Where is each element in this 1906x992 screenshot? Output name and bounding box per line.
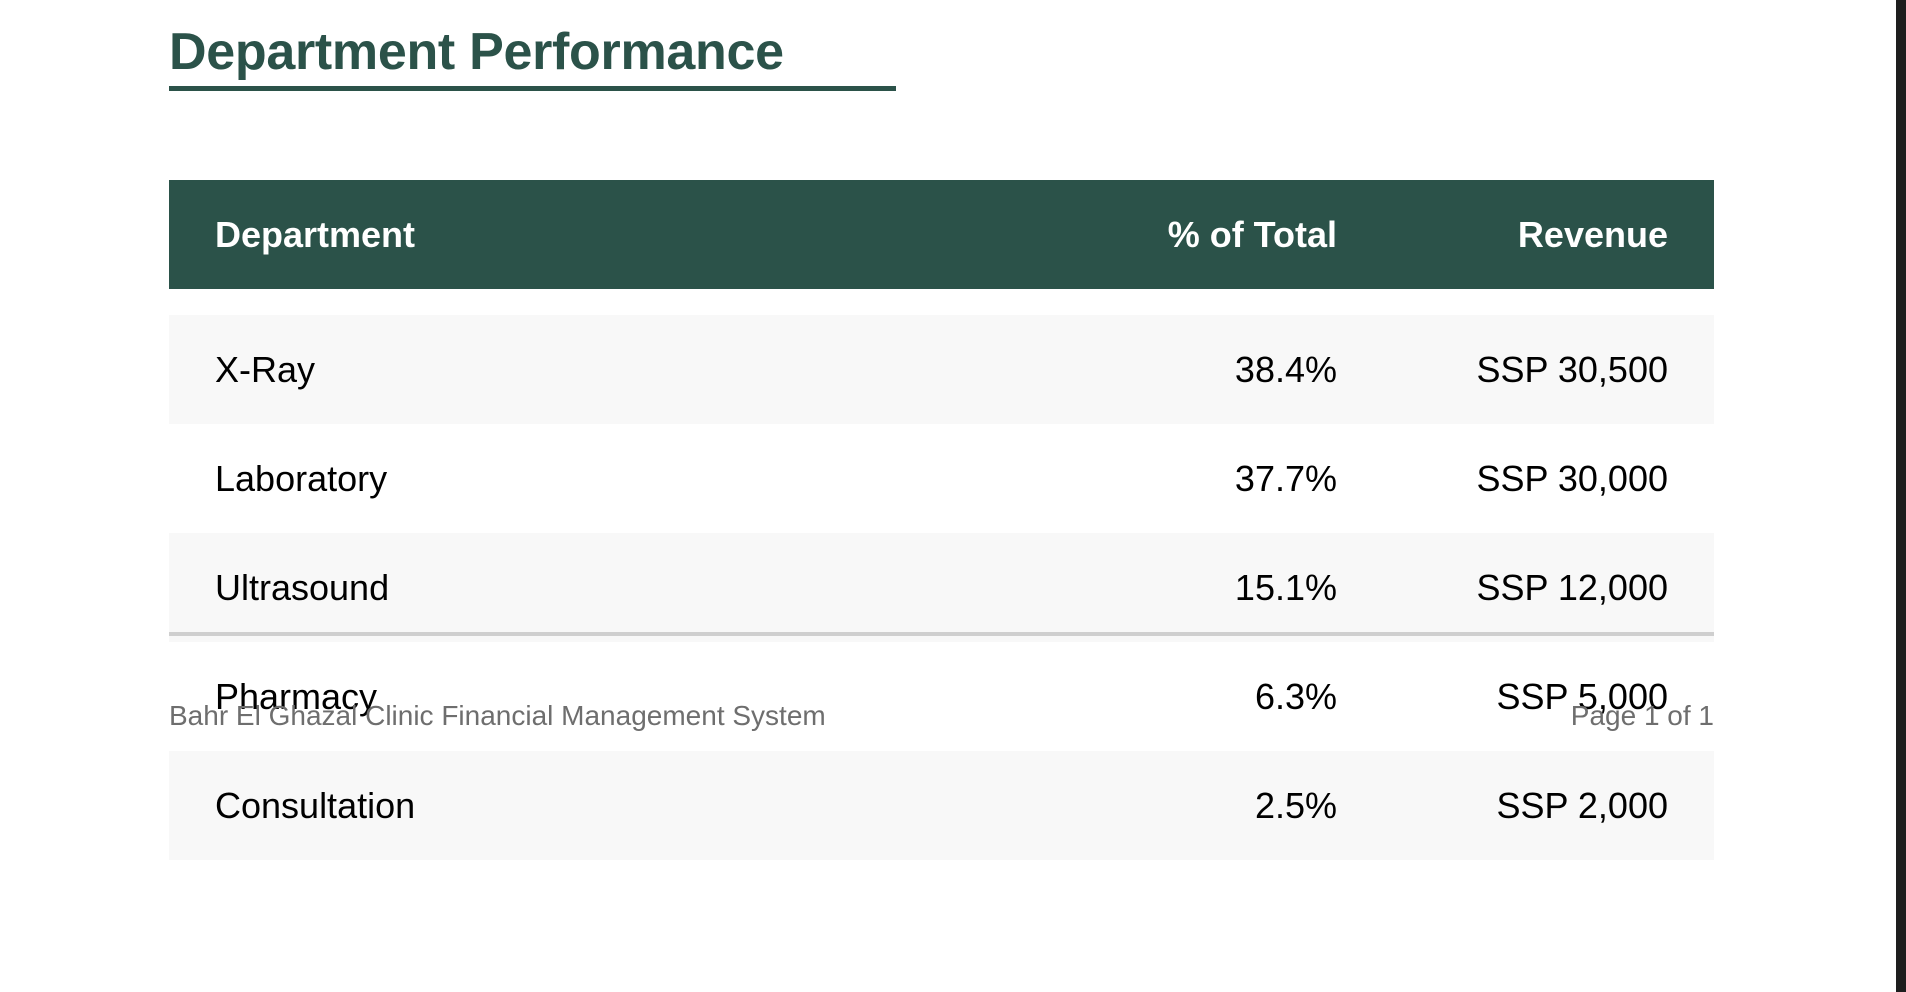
cell-department: Ultrasound <box>215 566 390 608</box>
department-table: Department % of Total Revenue X-Ray 38.4… <box>169 180 1714 860</box>
table-row: Ultrasound 15.1% SSP 12,000 <box>169 533 1714 642</box>
cell-revenue: SSP 12,000 <box>1476 566 1669 608</box>
cell-revenue: SSP 2,000 <box>1496 784 1668 826</box>
cell-percent: 37.7% <box>1234 457 1337 499</box>
cell-percent: 6.3% <box>1254 675 1337 717</box>
cell-percent: 2.5% <box>1254 784 1337 826</box>
cell-department: Laboratory <box>215 457 388 499</box>
table-header-row: Department % of Total Revenue <box>169 180 1714 289</box>
window-edge <box>1896 0 1906 992</box>
cell-department: Pharmacy <box>215 675 378 717</box>
cell-revenue: SSP 30,500 <box>1476 348 1669 390</box>
cell-percent: 38.4% <box>1234 348 1337 390</box>
table-row: Consultation 2.5% SSP 2,000 <box>169 751 1714 860</box>
header-department: Department <box>215 213 416 255</box>
cell-percent: 15.1% <box>1234 566 1337 608</box>
footer-system-name: Bahr El Ghazal Clinic Financial Manageme… <box>169 700 826 731</box>
title-underline <box>169 86 896 91</box>
header-revenue: Revenue <box>1517 213 1668 255</box>
table-row: Laboratory 37.7% SSP 30,000 <box>169 424 1714 533</box>
cell-revenue: SSP 30,000 <box>1476 457 1669 499</box>
footer-page-info: Page 1 of 1 <box>1570 700 1714 731</box>
cell-department: X-Ray <box>215 348 316 390</box>
header-percent: % of Total <box>1167 213 1337 255</box>
cell-department: Consultation <box>215 784 416 826</box>
cell-revenue: SSP 5,000 <box>1496 675 1668 717</box>
page-break-line <box>169 632 1714 636</box>
table-row: Pharmacy 6.3% SSP 5,000 <box>169 642 1714 751</box>
page-title: Department Performance <box>169 23 784 81</box>
table-row: X-Ray 38.4% SSP 30,500 <box>169 315 1714 424</box>
